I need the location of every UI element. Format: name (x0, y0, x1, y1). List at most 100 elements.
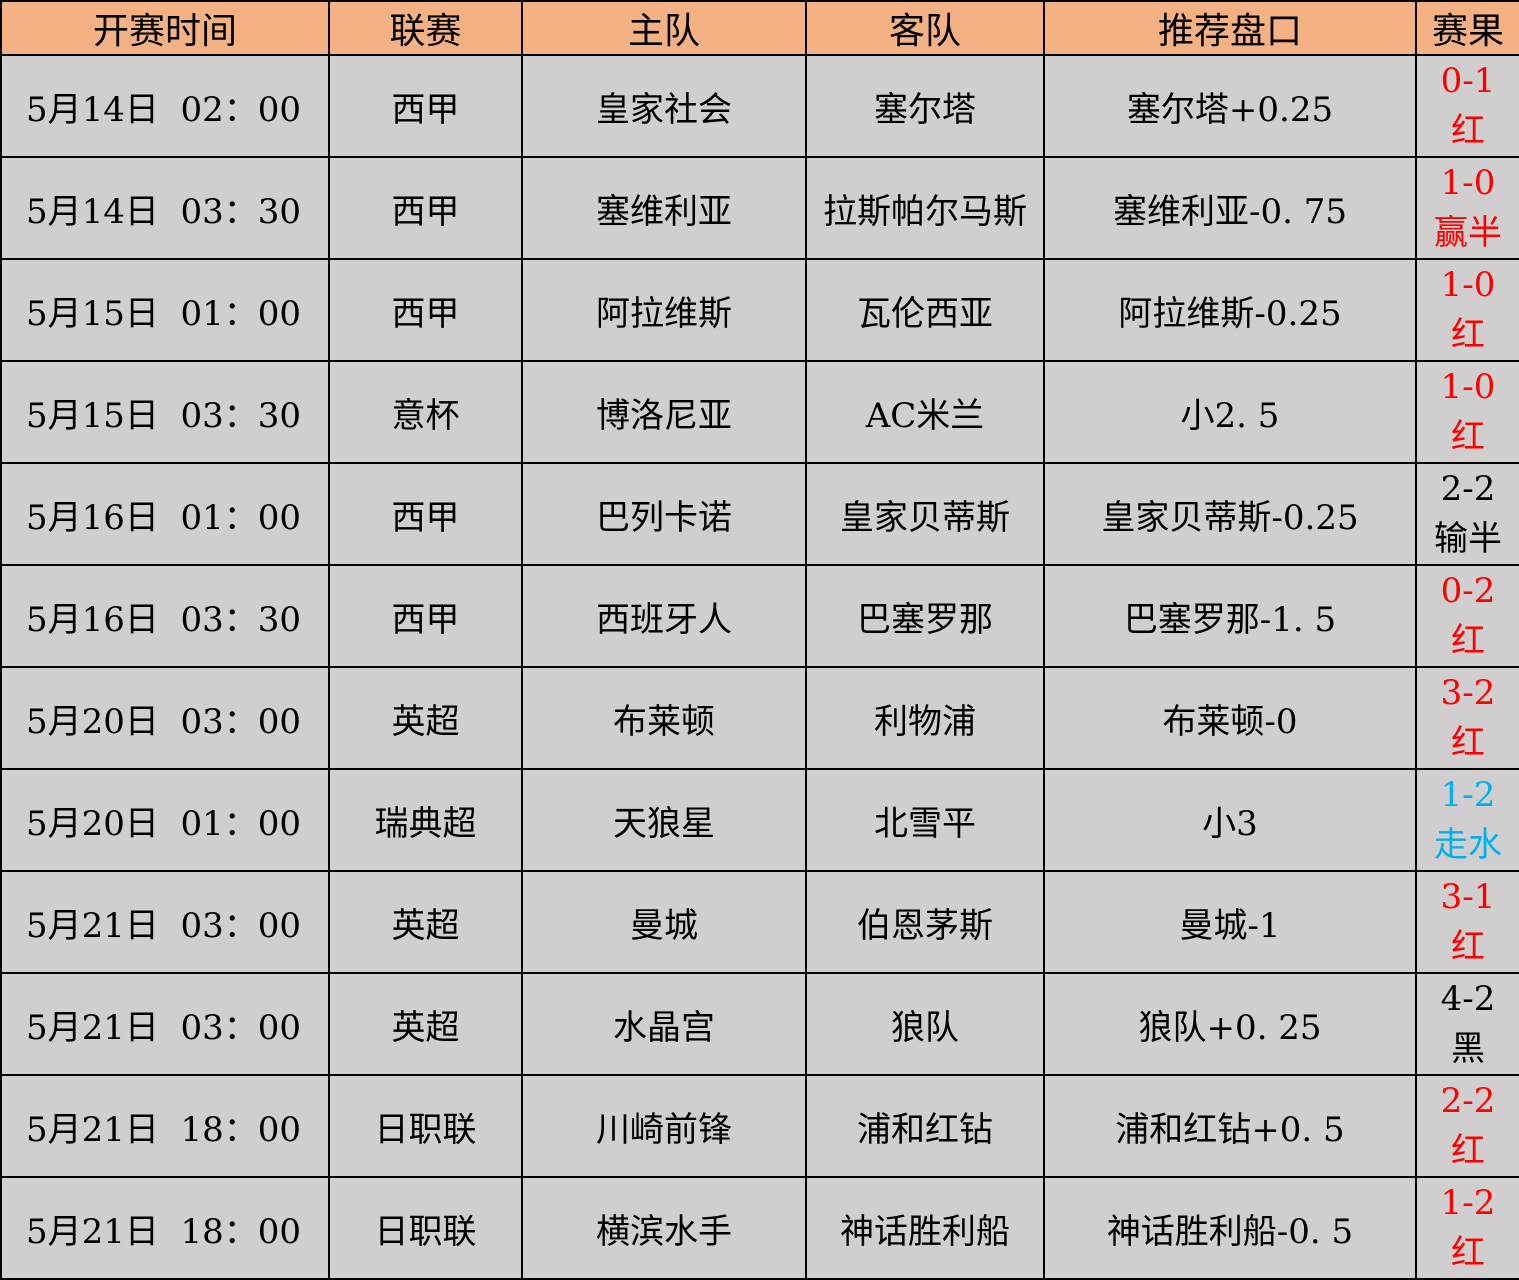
league-cell: 西甲 (328, 462, 523, 566)
outcome-text: 红 (1451, 723, 1485, 763)
league-cell: 西甲 (328, 564, 523, 668)
league-cell: 西甲 (328, 54, 523, 158)
league-cell: 日职联 (328, 1074, 523, 1178)
away-team-cell: 利物浦 (805, 666, 1045, 770)
home-team-cell: 西班牙人 (521, 564, 807, 668)
outcome-text: 走水 (1434, 825, 1502, 865)
table-row: 5月21日 18：00 日职联 横滨水手 神话胜利船 神话胜利船-0. 5 1-2 红 (0, 1176, 1519, 1280)
home-team-cell: 巴列卡诺 (521, 462, 807, 566)
time-cell: 5月20日 01：00 (0, 768, 330, 872)
score-text: 1-2 (1440, 1183, 1496, 1223)
result-cell: 4-2 黑 (1415, 972, 1519, 1076)
result-cell: 2-2 输半 (1415, 462, 1519, 566)
home-team-cell: 皇家社会 (521, 54, 807, 158)
outcome-text: 红 (1451, 621, 1485, 661)
pick-cell: 塞维利亚-0. 75 (1043, 156, 1417, 260)
away-team-cell: 巴塞罗那 (805, 564, 1045, 668)
table-row: 5月15日 01：00 西甲 阿拉维斯 瓦伦西亚 阿拉维斯-0.25 1-0 红 (0, 258, 1519, 362)
score-text: 4-2 (1440, 979, 1496, 1019)
time-cell: 5月15日 03：30 (0, 360, 330, 464)
table-body: 5月14日 02：00 西甲 皇家社会 塞尔塔 塞尔塔+0.25 0-1 红 5月14日 03… (0, 54, 1519, 1280)
outcome-text: 输半 (1434, 519, 1502, 559)
home-team-cell: 塞维利亚 (521, 156, 807, 260)
header-result: 赛果 (1415, 0, 1519, 56)
pick-cell: 小2. 5 (1043, 360, 1417, 464)
result-cell: 1-2 走水 (1415, 768, 1519, 872)
table-row: 5月16日 03：30 西甲 西班牙人 巴塞罗那 巴塞罗那-1. 5 0-2 红 (0, 564, 1519, 668)
away-team-cell: 伯恩茅斯 (805, 870, 1045, 974)
home-team-cell: 横滨水手 (521, 1176, 807, 1280)
pick-cell: 布莱顿-0 (1043, 666, 1417, 770)
header-time: 开赛时间 (0, 0, 330, 56)
header-away: 客队 (805, 0, 1045, 56)
time-cell: 5月20日 03：00 (0, 666, 330, 770)
time-cell: 5月21日 03：00 (0, 972, 330, 1076)
pick-cell: 浦和红钻+0. 5 (1043, 1074, 1417, 1178)
score-text: 3-2 (1440, 673, 1496, 713)
score-text: 1-0 (1440, 367, 1496, 407)
header-pick: 推荐盘口 (1043, 0, 1417, 56)
score-text: 1-2 (1440, 775, 1496, 815)
home-team-cell: 阿拉维斯 (521, 258, 807, 362)
time-cell: 5月16日 01：00 (0, 462, 330, 566)
home-team-cell: 布莱顿 (521, 666, 807, 770)
result-cell: 3-2 红 (1415, 666, 1519, 770)
away-team-cell: 皇家贝蒂斯 (805, 462, 1045, 566)
pick-cell: 皇家贝蒂斯-0.25 (1043, 462, 1417, 566)
away-team-cell: 北雪平 (805, 768, 1045, 872)
away-team-cell: 拉斯帕尔马斯 (805, 156, 1045, 260)
league-cell: 西甲 (328, 156, 523, 260)
table-row: 5月15日 03：30 意杯 博洛尼亚 AC米兰 小2. 5 1-0 红 (0, 360, 1519, 464)
pick-cell: 狼队+0. 25 (1043, 972, 1417, 1076)
header-home: 主队 (521, 0, 807, 56)
result-cell: 1-0 赢半 (1415, 156, 1519, 260)
pick-cell: 神话胜利船-0. 5 (1043, 1176, 1417, 1280)
header-row: 开赛时间 联赛 主队 客队 推荐盘口 赛果 (0, 0, 1519, 56)
outcome-text: 红 (1451, 1131, 1485, 1171)
league-cell: 英超 (328, 870, 523, 974)
time-cell: 5月21日 18：00 (0, 1176, 330, 1280)
home-team-cell: 曼城 (521, 870, 807, 974)
time-cell: 5月14日 02：00 (0, 54, 330, 158)
time-cell: 5月15日 01：00 (0, 258, 330, 362)
result-cell: 1-2 红 (1415, 1176, 1519, 1280)
result-cell: 0-2 红 (1415, 564, 1519, 668)
pick-cell: 小3 (1043, 768, 1417, 872)
home-team-cell: 天狼星 (521, 768, 807, 872)
table-row: 5月21日 18：00 日职联 川崎前锋 浦和红钻 浦和红钻+0. 5 2-2 红 (0, 1074, 1519, 1178)
score-text: 1-0 (1440, 163, 1496, 203)
away-team-cell: 浦和红钻 (805, 1074, 1045, 1178)
league-cell: 瑞典超 (328, 768, 523, 872)
time-cell: 5月16日 03：30 (0, 564, 330, 668)
table-row: 5月14日 03：30 西甲 塞维利亚 拉斯帕尔马斯 塞维利亚-0. 75 1-0 赢半 (0, 156, 1519, 260)
away-team-cell: 瓦伦西亚 (805, 258, 1045, 362)
table-row: 5月14日 02：00 西甲 皇家社会 塞尔塔 塞尔塔+0.25 0-1 红 (0, 54, 1519, 158)
table-row: 5月20日 03：00 英超 布莱顿 利物浦 布莱顿-0 3-2 红 (0, 666, 1519, 770)
time-cell: 5月14日 03：30 (0, 156, 330, 260)
result-cell: 1-0 红 (1415, 258, 1519, 362)
score-text: 0-2 (1440, 571, 1496, 611)
pick-cell: 巴塞罗那-1. 5 (1043, 564, 1417, 668)
home-team-cell: 川崎前锋 (521, 1074, 807, 1178)
score-text: 3-1 (1440, 877, 1496, 917)
score-text: 2-2 (1440, 1081, 1496, 1121)
away-team-cell: AC米兰 (805, 360, 1045, 464)
table-row: 5月21日 03：00 英超 水晶宫 狼队 狼队+0. 25 4-2 黑 (0, 972, 1519, 1076)
score-text: 0-1 (1440, 61, 1496, 101)
outcome-text: 红 (1451, 417, 1485, 457)
result-cell: 1-0 红 (1415, 360, 1519, 464)
time-cell: 5月21日 18：00 (0, 1074, 330, 1178)
outcome-text: 红 (1451, 1233, 1485, 1273)
header-league: 联赛 (328, 0, 523, 56)
home-team-cell: 博洛尼亚 (521, 360, 807, 464)
result-cell: 2-2 红 (1415, 1074, 1519, 1178)
home-team-cell: 水晶宫 (521, 972, 807, 1076)
pick-cell: 曼城-1 (1043, 870, 1417, 974)
league-cell: 英超 (328, 666, 523, 770)
result-cell: 3-1 红 (1415, 870, 1519, 974)
outcome-text: 红 (1451, 315, 1485, 355)
pick-cell: 塞尔塔+0.25 (1043, 54, 1417, 158)
outcome-text: 红 (1451, 927, 1485, 967)
away-team-cell: 神话胜利船 (805, 1176, 1045, 1280)
